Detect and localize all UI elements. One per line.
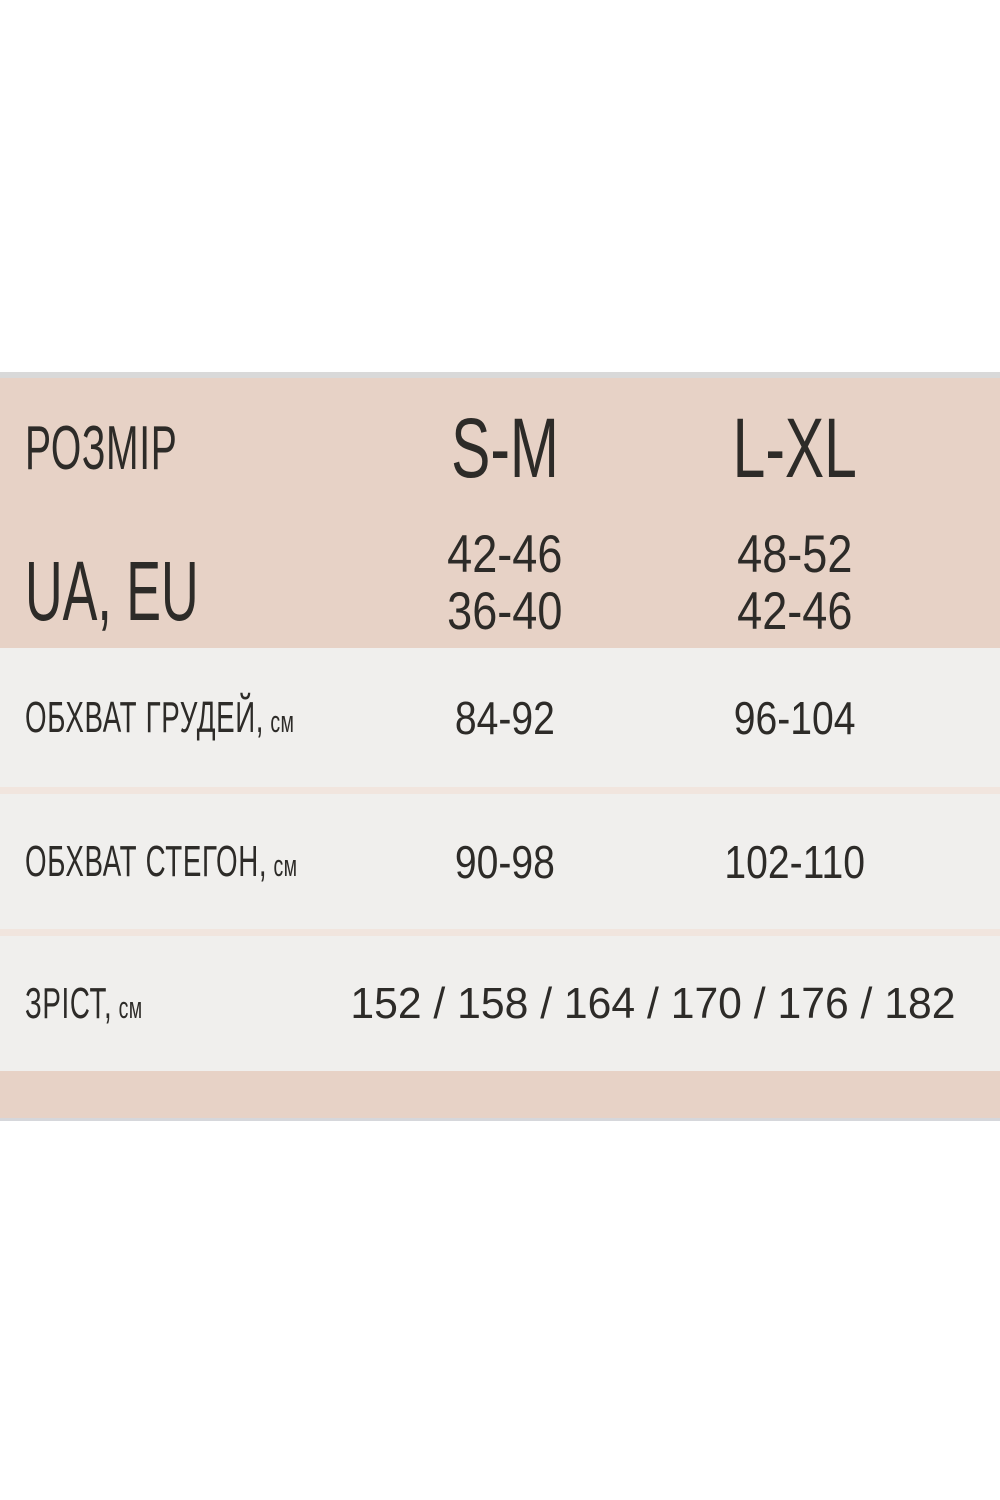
size-chart-header: РОЗМІР S-M L-XL UA, EU 42-46 36-40 bbox=[0, 378, 1000, 648]
chest-row: ОБХВАТ ГРУДЕЙ, см 84-92 96-104 bbox=[0, 648, 1000, 787]
height-label-text: ЗРІСТ, bbox=[25, 978, 113, 1028]
ua-eu-row: UA, EU 42-46 36-40 48-52 42-46 bbox=[0, 518, 1000, 648]
ua-eu-sm-cell: 42-46 36-40 bbox=[360, 526, 650, 640]
column-sm-cell: S-M bbox=[360, 400, 650, 497]
column-lxl-cell: L-XL bbox=[650, 400, 940, 497]
column-header-lxl: L-XL bbox=[732, 400, 858, 495]
ua-eu-lxl-line2: 42-46 bbox=[737, 582, 853, 641]
hips-lxl-cell: 102-110 bbox=[650, 835, 940, 889]
size-label: РОЗМІР bbox=[25, 413, 178, 483]
ua-eu-label: UA, EU bbox=[25, 543, 199, 638]
ua-eu-lxl-cell: 48-52 42-46 bbox=[650, 526, 940, 640]
ua-eu-sm-line1: 42-46 bbox=[447, 525, 563, 584]
bottom-border-line bbox=[0, 1118, 1000, 1121]
row-divider bbox=[0, 787, 1000, 794]
chest-unit: см bbox=[270, 703, 295, 739]
hips-sm-cell: 90-98 bbox=[360, 835, 650, 889]
column-header-sm: S-M bbox=[451, 400, 559, 495]
hips-unit: см bbox=[273, 847, 298, 883]
hips-row: ОБХВАТ СТЕГОН, см 90-98 102-110 bbox=[0, 794, 1000, 929]
hips-sm-value: 90-98 bbox=[454, 835, 556, 888]
row-divider bbox=[0, 929, 1000, 936]
hips-label-cell: ОБХВАТ СТЕГОН, см bbox=[0, 837, 360, 887]
hips-label: ОБХВАТ СТЕГОН, см bbox=[25, 837, 297, 887]
chest-label-cell: ОБХВАТ ГРУДЕЙ, см bbox=[0, 693, 360, 743]
footer-strip bbox=[0, 1071, 1000, 1118]
height-label-cell: ЗРІСТ, см bbox=[0, 979, 330, 1029]
height-row: ЗРІСТ, см 152 / 158 / 164 / 170 / 176 / 1… bbox=[0, 936, 1000, 1071]
ua-eu-label-cell: UA, EU bbox=[0, 535, 360, 638]
hips-lxl-value: 102-110 bbox=[724, 835, 866, 888]
hips-label-text: ОБХВАТ СТЕГОН, bbox=[25, 836, 268, 886]
size-chart-table: РОЗМІР S-M L-XL UA, EU 42-46 36-40 bbox=[0, 372, 1000, 1121]
chest-sm-value: 84-92 bbox=[454, 691, 556, 744]
chest-lxl-value: 96-104 bbox=[734, 691, 856, 744]
top-border-line bbox=[0, 372, 1000, 378]
height-values-cell: 152 / 158 / 164 / 170 / 176 / 182 bbox=[330, 979, 975, 1029]
height-label: ЗРІСТ, см bbox=[25, 979, 142, 1029]
ua-eu-lxl-values: 48-52 42-46 bbox=[727, 526, 863, 640]
chest-lxl-cell: 96-104 bbox=[650, 691, 940, 745]
size-header-row: РОЗМІР S-M L-XL bbox=[0, 378, 1000, 518]
height-unit: см bbox=[118, 989, 143, 1025]
size-label-cell: РОЗМІР bbox=[0, 413, 360, 484]
height-values: 152 / 158 / 164 / 170 / 176 / 182 bbox=[349, 978, 956, 1028]
chest-label: ОБХВАТ ГРУДЕЙ, см bbox=[25, 693, 294, 743]
chest-sm-cell: 84-92 bbox=[360, 691, 650, 745]
ua-eu-sm-values: 42-46 36-40 bbox=[437, 526, 573, 640]
chest-label-text: ОБХВАТ ГРУДЕЙ, bbox=[25, 692, 265, 742]
ua-eu-lxl-line1: 48-52 bbox=[737, 525, 853, 584]
ua-eu-sm-line2: 36-40 bbox=[447, 582, 563, 641]
